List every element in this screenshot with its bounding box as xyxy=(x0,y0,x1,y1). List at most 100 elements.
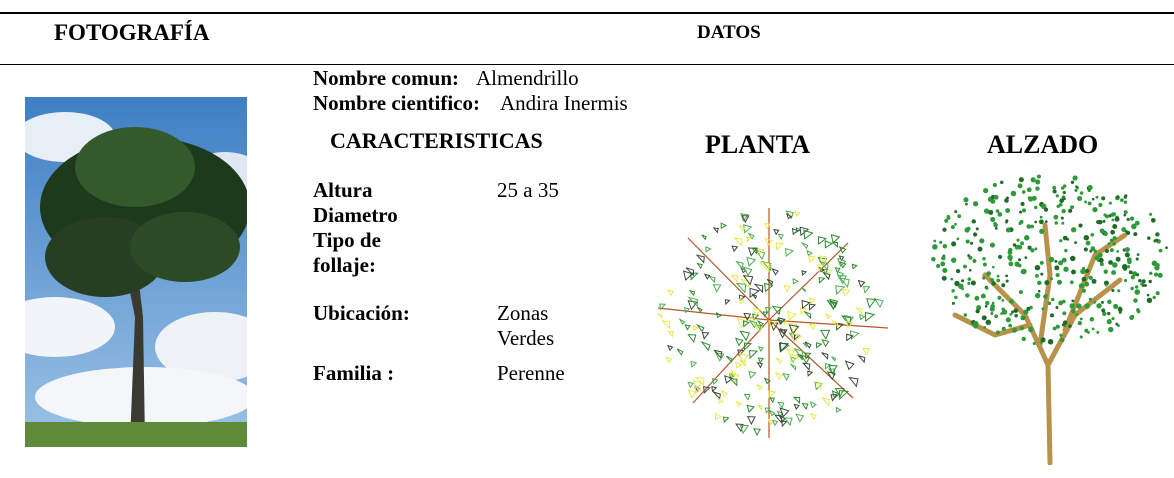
ornament xyxy=(966,226,971,231)
ornament xyxy=(783,417,793,427)
ornament xyxy=(828,298,839,309)
ornament xyxy=(776,410,784,418)
ornament xyxy=(742,274,754,286)
ornament xyxy=(1054,221,1058,225)
ornament xyxy=(1005,279,1009,283)
ornament xyxy=(835,406,842,413)
ornament xyxy=(939,240,943,244)
ornament xyxy=(1155,232,1159,237)
ornament xyxy=(790,353,801,364)
ornament xyxy=(1116,195,1120,199)
ornament xyxy=(714,412,723,421)
ornament xyxy=(1096,303,1102,309)
ornament xyxy=(972,258,977,264)
ornament xyxy=(764,407,772,414)
ornament xyxy=(955,268,961,274)
ornament xyxy=(954,222,957,226)
ornament xyxy=(711,377,719,385)
ornament xyxy=(1130,286,1134,291)
ornament xyxy=(777,233,784,240)
ornament xyxy=(944,218,949,223)
ornament xyxy=(1016,238,1020,242)
ornament xyxy=(961,279,965,283)
ornament xyxy=(807,322,816,331)
ornament xyxy=(733,237,743,247)
ornament xyxy=(1017,258,1021,262)
ornament xyxy=(1079,335,1083,339)
ornament xyxy=(1048,256,1055,263)
ornament xyxy=(787,310,797,321)
ornament xyxy=(718,397,725,404)
ornament xyxy=(984,304,988,308)
ornament xyxy=(690,360,698,368)
ornament xyxy=(963,197,969,203)
ornament xyxy=(715,311,723,319)
ornament xyxy=(973,320,979,327)
ornament xyxy=(795,413,805,423)
ornament xyxy=(1069,255,1076,262)
ornament xyxy=(800,241,809,250)
ornament xyxy=(997,212,1003,217)
section-title: CARACTERISTICAS xyxy=(330,128,543,153)
ornament xyxy=(1091,197,1095,201)
ornament xyxy=(1136,309,1141,314)
ornament xyxy=(1130,314,1135,319)
ornament xyxy=(771,267,779,276)
ornament xyxy=(749,287,761,299)
ornament xyxy=(820,268,828,275)
ornament xyxy=(806,249,813,257)
ornament xyxy=(1074,241,1077,244)
ornament xyxy=(1079,191,1084,195)
ornament xyxy=(796,353,804,361)
ornament xyxy=(1084,281,1090,287)
ornament xyxy=(1099,228,1105,234)
ornament xyxy=(803,229,814,240)
ornament xyxy=(1084,328,1089,333)
ornament xyxy=(975,309,980,314)
ornament xyxy=(731,245,739,253)
ornament xyxy=(738,294,746,302)
ornament xyxy=(793,347,804,359)
ornament xyxy=(998,254,1003,259)
ornament xyxy=(667,330,675,338)
ornament xyxy=(1075,313,1079,317)
ornament xyxy=(1005,208,1011,214)
ornament xyxy=(773,229,780,236)
field-label: Nombre comun: xyxy=(313,66,460,90)
ornament xyxy=(1097,252,1103,258)
ornament xyxy=(739,278,750,289)
ornament xyxy=(1111,316,1115,321)
ornament xyxy=(1059,337,1065,343)
ornament xyxy=(1082,266,1086,270)
ornament xyxy=(981,315,987,321)
ornament xyxy=(742,320,750,328)
ornament xyxy=(1017,244,1023,250)
ornament xyxy=(1084,200,1087,204)
ornament xyxy=(713,349,723,359)
ornament xyxy=(1049,277,1053,281)
ornament xyxy=(777,317,786,325)
ornament xyxy=(720,222,728,229)
ornament xyxy=(804,352,812,360)
ornament xyxy=(757,346,764,353)
header-cell: DATOS xyxy=(697,22,761,43)
rule xyxy=(0,12,1174,14)
ornament xyxy=(1035,273,1039,278)
row-label: Tipo de follaje: xyxy=(313,228,381,277)
ornament xyxy=(695,323,705,333)
ornament xyxy=(1068,208,1073,213)
ornament xyxy=(728,372,740,383)
ornament xyxy=(692,325,699,331)
ornament xyxy=(1019,326,1025,331)
ornament xyxy=(1059,198,1064,203)
ornament xyxy=(802,362,811,371)
ornament xyxy=(1078,223,1083,228)
ornament xyxy=(1024,256,1028,259)
ornament xyxy=(768,390,777,399)
ornament xyxy=(1055,324,1060,329)
ornament xyxy=(967,277,971,281)
ornament xyxy=(1005,317,1011,323)
ornament xyxy=(695,254,705,264)
ornament xyxy=(808,255,816,264)
